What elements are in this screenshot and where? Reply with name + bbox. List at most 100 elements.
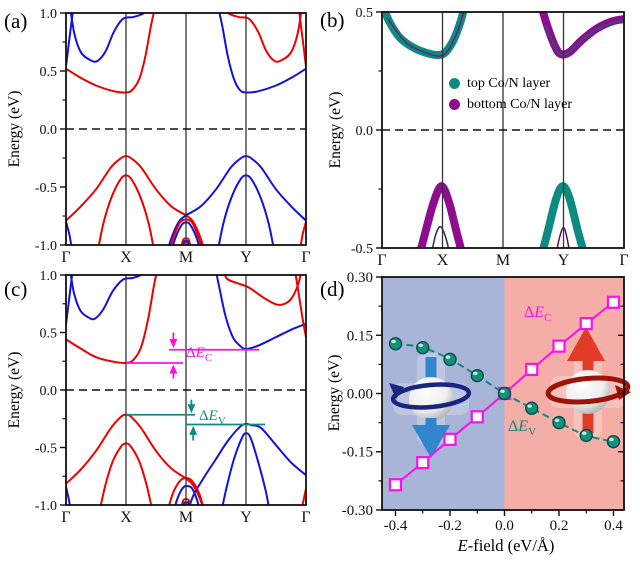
panel-c-y-axis-title: Energy (eV) (6, 351, 23, 429)
k-point-label: X (120, 249, 132, 266)
annotation-arrowhead (169, 364, 178, 374)
band-curve-purple (538, 12, 624, 59)
y-tick-label: -0.30 (342, 503, 373, 519)
spin-ring-arrowhead (615, 385, 631, 400)
xlabel-E: E (457, 536, 468, 555)
up-arrow-head (567, 327, 605, 361)
circle-marker (388, 337, 403, 351)
y-tick-label: 0.30 (347, 270, 373, 286)
band-curve-red (294, 275, 306, 339)
spin-sphere-icons (389, 327, 631, 458)
square-marker (443, 432, 457, 446)
x-tick-label: 0.2 (550, 518, 569, 534)
panel-d-backgrounds (382, 277, 624, 510)
circle-marker-highlight (445, 355, 451, 359)
band-curve-blue (218, 13, 306, 94)
band-axes: 1.0 0.5 0.0 -0.5 -1.0 Γ X M Y Γ (35, 269, 311, 526)
down-arrow-shaft (425, 357, 437, 384)
panel-a-y-axis-title: Energy (eV) (6, 90, 23, 168)
annotation-arrowhead (189, 425, 198, 435)
square-marker (579, 317, 593, 331)
panel-d-y-axis-title: Energy (eV) (326, 354, 343, 432)
spin-up-sphere-icon (545, 327, 631, 439)
circle-marker-highlight (609, 437, 614, 442)
band-curve-blue (69, 275, 143, 321)
band-curve-navy (431, 225, 450, 248)
k-point-label: Y (558, 252, 570, 269)
y-tick-label: 1.0 (40, 269, 58, 284)
circle-marker (552, 415, 566, 430)
k-point-label: M (496, 252, 510, 269)
panel-b-y-axis-title: Energy (eV) (327, 91, 344, 169)
k-point-label: Γ (61, 249, 70, 266)
y-tick-label: -1.0 (35, 239, 57, 254)
band-curve-red (66, 275, 158, 365)
panel-b-label: (b) (320, 8, 345, 32)
y-tick-label: -0.5 (35, 181, 57, 196)
circle-marker-highlight (418, 343, 424, 348)
band-curve-blue (69, 13, 146, 63)
band-axes: 1.0 0.5 0.0 -0.5 -1.0 Γ X M Y Γ (35, 7, 311, 266)
spin-ring-arrowhead (389, 383, 404, 399)
panel-a-label: (a) (4, 9, 28, 33)
teal-dot-icon (449, 78, 460, 89)
square-marker (525, 362, 539, 377)
band-curves (382, 12, 624, 248)
y-tick-label: 0.15 (347, 328, 373, 344)
legend-item-top-layer: top Co/N layer (449, 73, 572, 94)
circle-marker (525, 401, 539, 415)
y-tick-label: 0.5 (40, 327, 58, 342)
square-marker (552, 339, 566, 353)
x-tick-label: 0.0 (495, 518, 514, 534)
legend-label: top Co/N layer (467, 76, 551, 91)
delta-Ev-label-panel-d: ΔEV (508, 418, 537, 439)
y-tick-label: -0.5 (35, 442, 57, 457)
k-point-label: Γ (619, 252, 628, 269)
band-axes: 0.5 0.0 -0.5 Γ X M Y Γ (351, 6, 629, 269)
x-tick-label: -0.4 (384, 518, 408, 534)
band-curve-purple (417, 182, 465, 248)
delta-Ec-label-panel-c: ΔEC (186, 345, 213, 364)
k-point-label: Γ (301, 509, 310, 526)
x-tick-label: -0.2 (438, 518, 462, 534)
band-curve-red (66, 13, 155, 94)
delta-Ec-label-panel-d: ΔEC (524, 304, 552, 325)
legend-label: bottom Co/N layer (467, 97, 572, 112)
k-point-label: Γ (377, 252, 386, 269)
circle-marker (443, 352, 457, 367)
spin-ring (390, 382, 472, 410)
purple-dot-icon (449, 99, 460, 110)
band-curve-thinpurple (387, 12, 465, 57)
y-tick-label: 1.0 (40, 7, 58, 22)
square-marker (606, 295, 621, 309)
k-point-label: X (120, 509, 132, 526)
spin-ring (545, 375, 631, 405)
circle-marker-highlight (581, 431, 587, 435)
k-point-label: Γ (61, 509, 70, 526)
k-point-label: X (437, 252, 449, 269)
band-curve-blue (168, 155, 306, 245)
delta-Ev-label-panel-c: ΔEV (199, 408, 226, 427)
band-curve-blue (174, 484, 200, 505)
y-tick-label: 0.5 (40, 65, 58, 80)
y-tick-label: 0.5 (356, 6, 374, 21)
circle-marker (606, 434, 621, 449)
panel-d-x-axis-title: E-field (eV/Å) (458, 536, 555, 556)
y-tick-label: 0.0 (40, 384, 58, 399)
y-tick-label: 0.0 (356, 124, 374, 139)
panel-a-band-plot: 1.0 0.5 0.0 -0.5 -1.0 Γ X M Y Γ (35, 7, 311, 266)
square-marker (416, 456, 430, 470)
circle-marker (470, 368, 484, 383)
k-point-label: M (179, 249, 193, 266)
k-point-label: Y (240, 249, 252, 266)
panel-b-legend: top Co/N layer bottom Co/N layer (449, 73, 572, 115)
circle-marker-highlight (391, 339, 396, 344)
annotation-arrowhead (187, 404, 196, 414)
field-regions (382, 277, 624, 510)
panel-c-label: (c) (4, 277, 28, 301)
square-marker (470, 410, 484, 424)
circle-marker-highlight (554, 418, 560, 423)
k-point-label: Y (240, 509, 252, 526)
